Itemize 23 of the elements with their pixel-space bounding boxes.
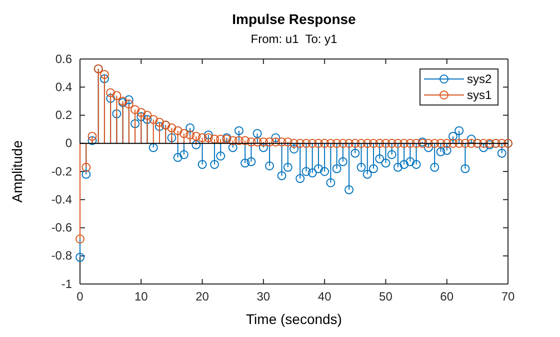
x-tick-label: 10: [134, 290, 148, 304]
x-tick-label: 20: [196, 290, 210, 304]
x-tick-label: 30: [256, 290, 270, 304]
x-tick-label: 70: [501, 290, 515, 304]
x-axis-title: Time (seconds): [246, 311, 342, 327]
legend-label: sys1: [467, 88, 492, 102]
y-tick-label: 0.4: [55, 80, 72, 94]
y-tick-label: 0.6: [55, 52, 72, 66]
y-tick-label: -0.8: [51, 248, 72, 263]
x-tick-label: 60: [440, 290, 454, 304]
chart-subtitle: From: u1 To: y1: [250, 32, 338, 46]
chart-title: Impulse Response: [232, 11, 356, 27]
y-tick-label: -0.4: [51, 192, 72, 206]
y-tick-label: -0.2: [51, 164, 72, 178]
y-tick-label: 0: [65, 136, 72, 150]
x-tick-label: 0: [76, 290, 84, 304]
y-tick-label: -0.6: [51, 220, 72, 235]
y-tick-label: -1: [61, 276, 72, 291]
x-tick-label: 40: [318, 290, 332, 304]
x-tick-label: 50: [379, 290, 393, 304]
y-axis-title: Amplitude: [9, 140, 25, 203]
legend-label: sys2: [467, 72, 492, 86]
y-tick-label: 0.2: [55, 108, 72, 122]
